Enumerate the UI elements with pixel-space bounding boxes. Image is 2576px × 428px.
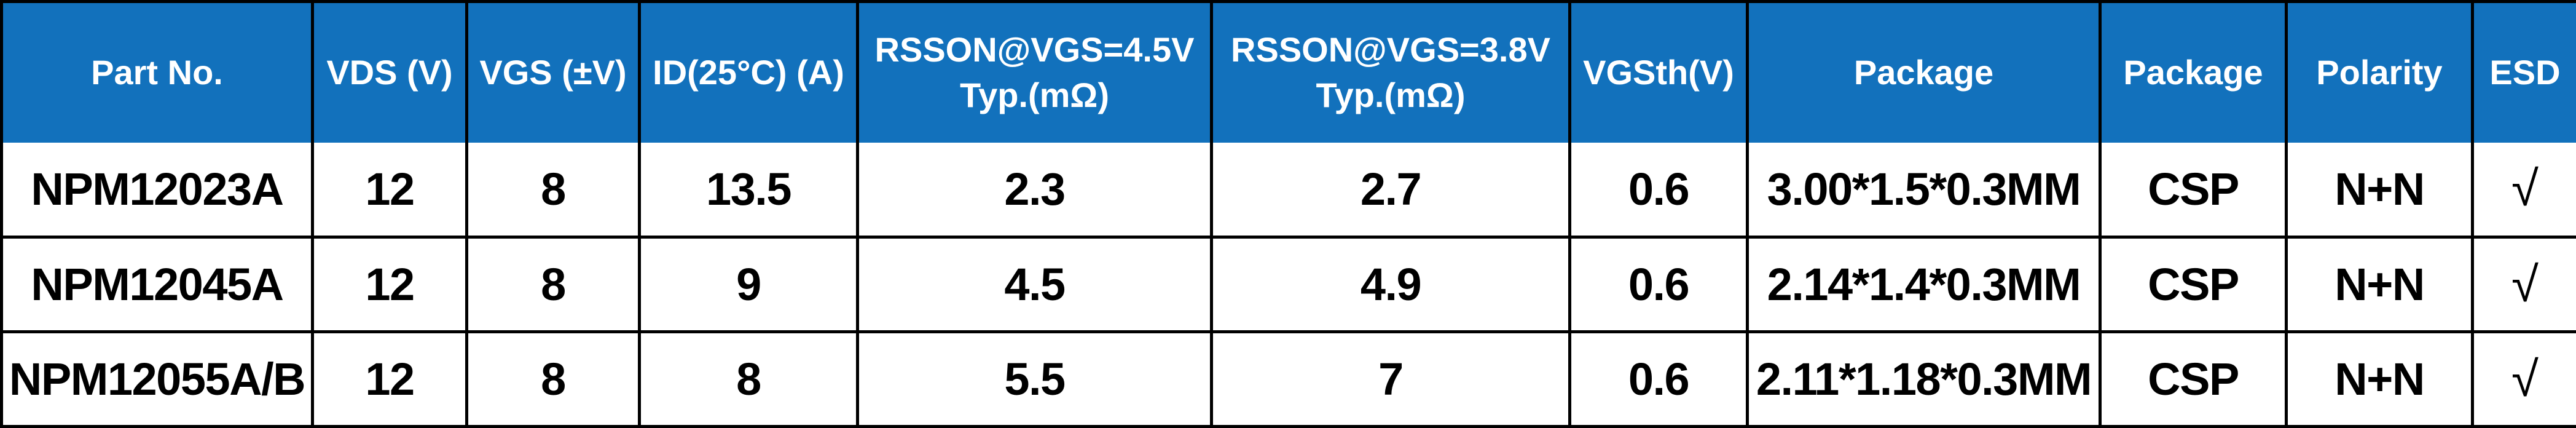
package-type-cell: CSP (2100, 143, 2287, 237)
package-size-cell: 2.14*1.4*0.3MM (1748, 237, 2100, 332)
vgsth-cell: 0.6 (1570, 143, 1748, 237)
vgs-cell: 8 (467, 332, 640, 427)
esd-check-cell: √ (2473, 237, 2576, 332)
header-package-type: Package (2100, 2, 2287, 143)
polarity-cell: N+N (2287, 143, 2473, 237)
header-vds: VDS (V) (313, 2, 467, 143)
rsson-3v8-cell: 4.9 (1212, 237, 1570, 332)
table-row: NPM12055A/B 12 8 8 5.5 7 0.6 2.11*1.18*0… (2, 332, 2576, 427)
header-vgs: VGS (±V) (467, 2, 640, 143)
header-rsson-3v8: RSSON@VGS=3.8V Typ.(mΩ) (1212, 2, 1570, 143)
vgs-cell: 8 (467, 143, 640, 237)
header-esd: ESD (2473, 2, 2576, 143)
package-type-cell: CSP (2100, 237, 2287, 332)
table-header-row: Part No. VDS (V) VGS (±V) ID(25°C) (A) R… (2, 2, 2576, 143)
rsson-3v8-cell: 7 (1212, 332, 1570, 427)
id-cell: 13.5 (640, 143, 858, 237)
header-polarity: Polarity (2287, 2, 2473, 143)
header-part-no: Part No. (2, 2, 313, 143)
rsson-4v5-cell: 2.3 (858, 143, 1212, 237)
header-rsson-4v5: RSSON@VGS=4.5V Typ.(mΩ) (858, 2, 1212, 143)
package-size-cell: 3.00*1.5*0.3MM (1748, 143, 2100, 237)
header-id-25c: ID(25°C) (A) (640, 2, 858, 143)
rsson-4v5-cell: 5.5 (858, 332, 1212, 427)
vgsth-cell: 0.6 (1570, 332, 1748, 427)
esd-check-cell: √ (2473, 332, 2576, 427)
header-vgsth: VGSth(V) (1570, 2, 1748, 143)
rsson-3v8-cell: 2.7 (1212, 143, 1570, 237)
polarity-cell: N+N (2287, 237, 2473, 332)
table-row: NPM12045A 12 8 9 4.5 4.9 0.6 2.14*1.4*0.… (2, 237, 2576, 332)
vds-cell: 12 (313, 237, 467, 332)
id-cell: 8 (640, 332, 858, 427)
polarity-cell: N+N (2287, 332, 2473, 427)
vgs-cell: 8 (467, 237, 640, 332)
package-size-cell: 2.11*1.18*0.3MM (1748, 332, 2100, 427)
vgsth-cell: 0.6 (1570, 237, 1748, 332)
part-no-cell: NPM12023A (2, 143, 313, 237)
header-package-size: Package (1748, 2, 2100, 143)
package-type-cell: CSP (2100, 332, 2287, 427)
id-cell: 9 (640, 237, 858, 332)
vds-cell: 12 (313, 143, 467, 237)
rsson-4v5-cell: 4.5 (858, 237, 1212, 332)
esd-check-cell: √ (2473, 143, 2576, 237)
part-no-cell: NPM12045A (2, 237, 313, 332)
part-no-cell: NPM12055A/B (2, 332, 313, 427)
table-row: NPM12023A 12 8 13.5 2.3 2.7 0.6 3.00*1.5… (2, 143, 2576, 237)
vds-cell: 12 (313, 332, 467, 427)
